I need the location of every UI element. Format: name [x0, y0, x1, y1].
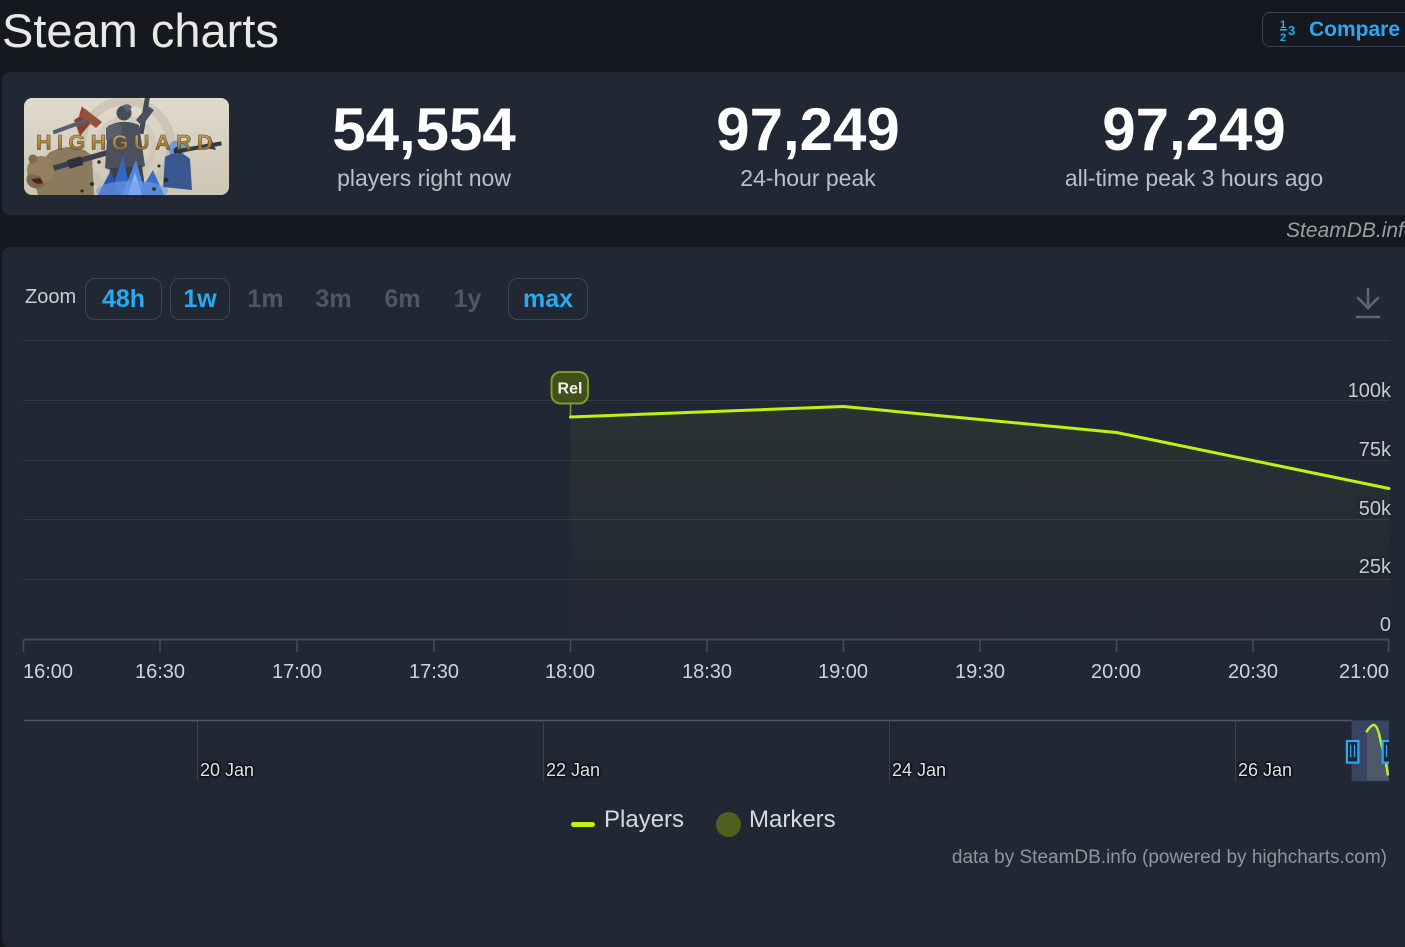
- svg-text:1: 1: [1280, 19, 1286, 31]
- svg-text:3: 3: [1288, 23, 1295, 38]
- svg-text:HIGHGUARD: HIGHGUARD: [36, 131, 218, 155]
- svg-text:2: 2: [1280, 32, 1286, 42]
- svg-text:Rel: Rel: [558, 381, 583, 398]
